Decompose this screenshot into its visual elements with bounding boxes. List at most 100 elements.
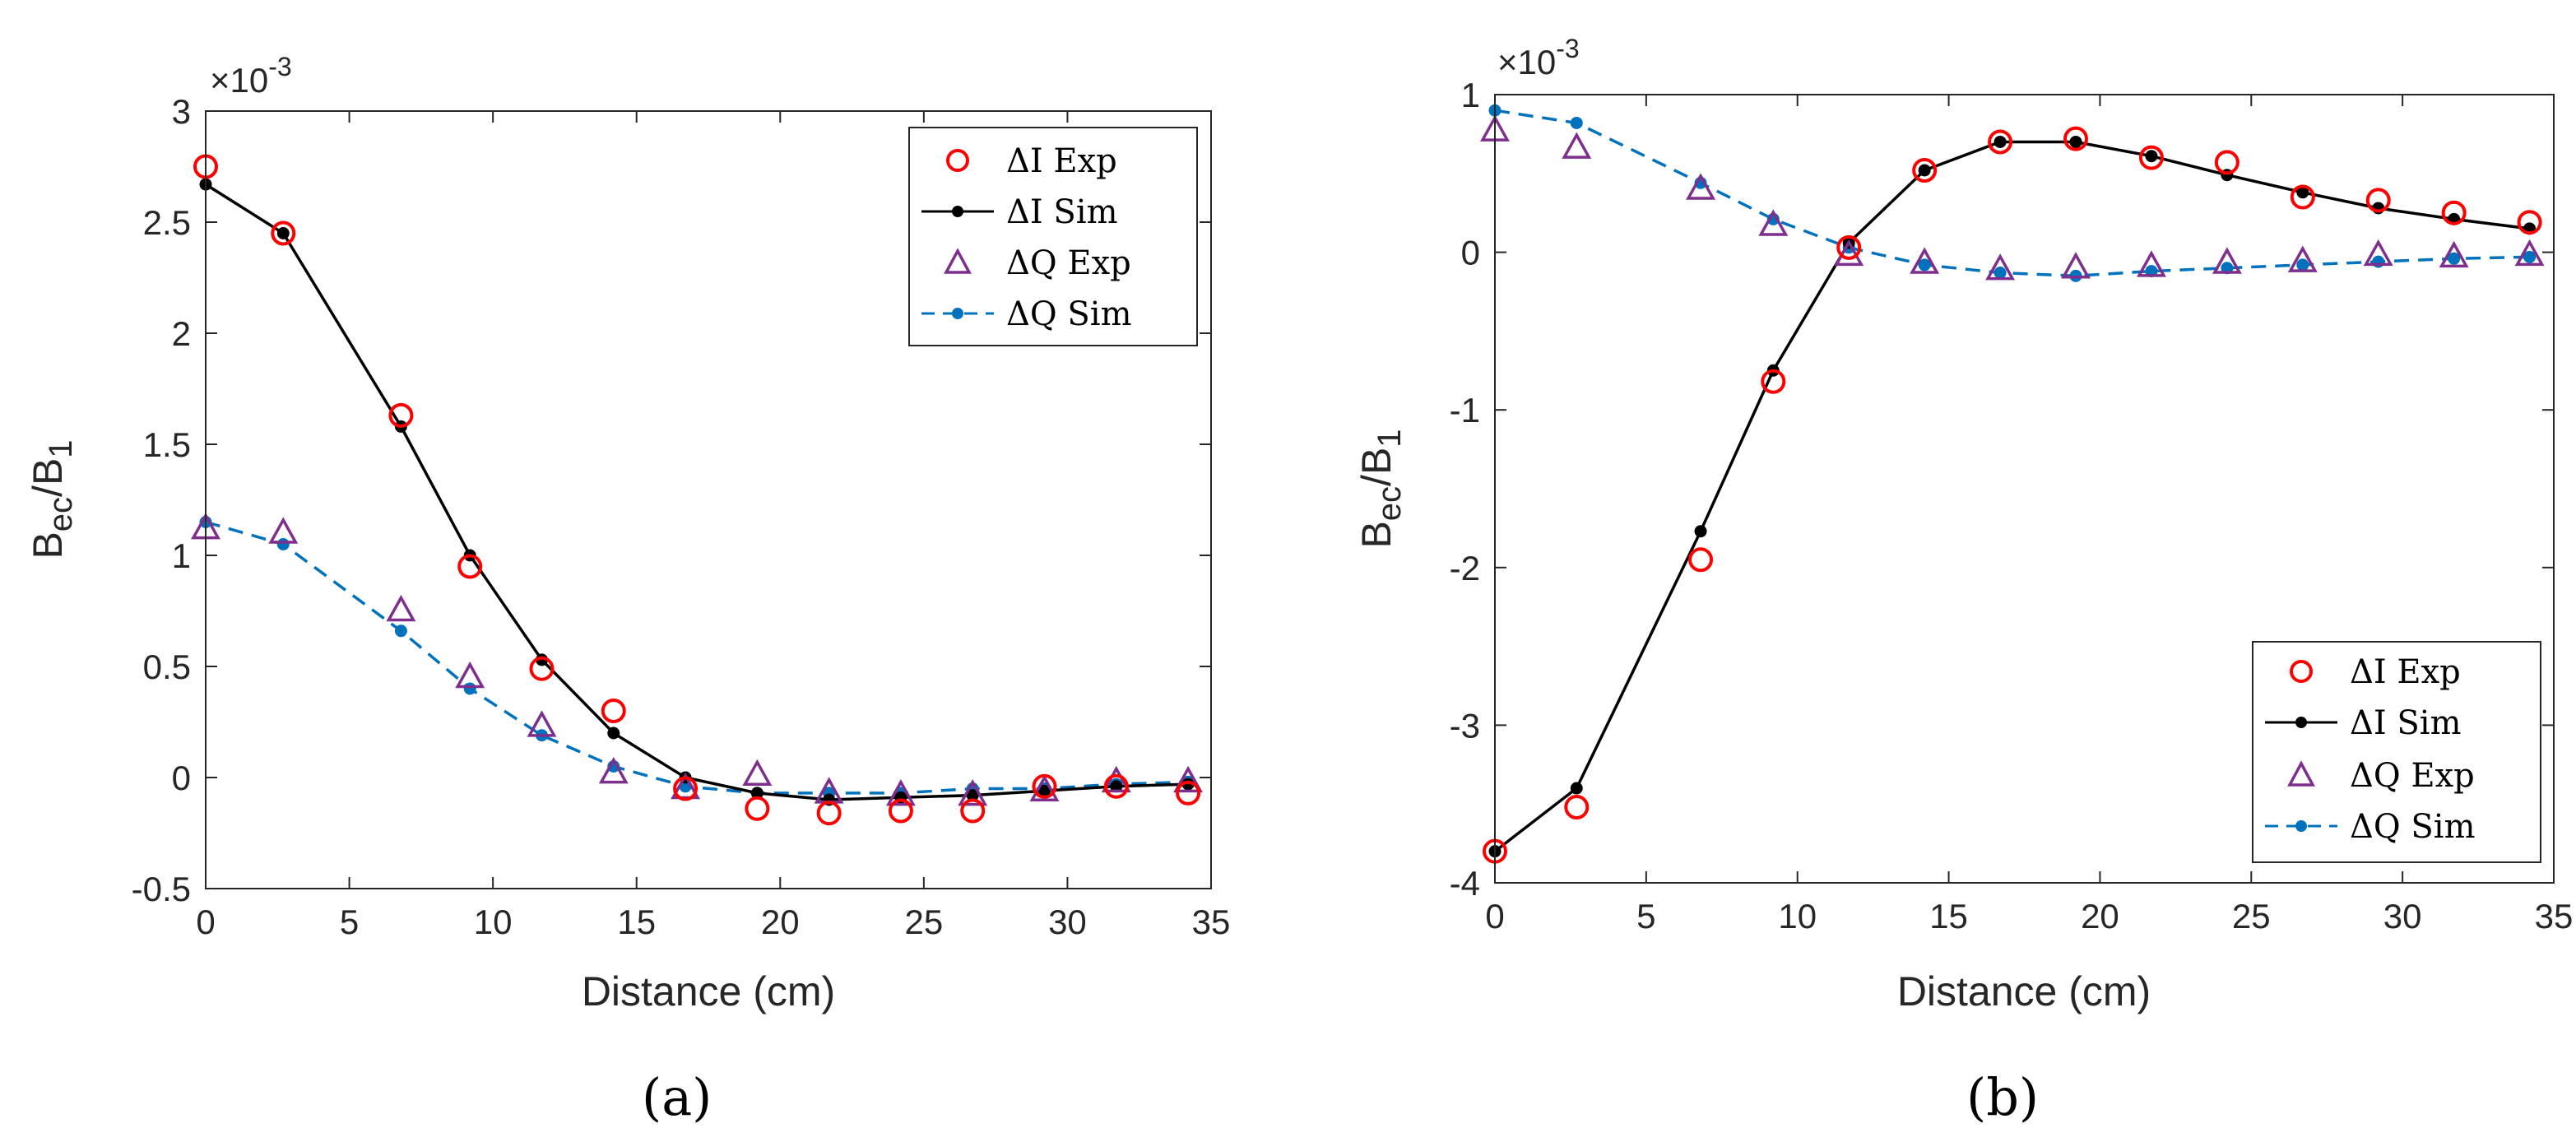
data-point [2365, 188, 2391, 213]
axes-box-a [205, 110, 1212, 889]
data-point [457, 554, 483, 579]
data-point [1173, 765, 1204, 793]
data-point [1918, 164, 1931, 177]
series-q-sim-a [199, 516, 1195, 800]
data-point [1032, 773, 1057, 799]
data-point [1758, 209, 1789, 236]
x-tick-label: 25 [904, 903, 943, 941]
legend-label-i-exp: ΔI Exp [2350, 653, 2461, 691]
x-tick-label: 35 [2535, 897, 2574, 935]
data-point [2061, 252, 2091, 279]
legend-entry-i-sim-b: ΔI Sim [2265, 704, 2462, 742]
data-point [1564, 795, 1590, 820]
data-point [2136, 250, 2166, 277]
data-point [958, 778, 988, 806]
x-axis-label-b: Distance (cm) [1897, 968, 2151, 1014]
data-point [1562, 132, 1592, 159]
data-point [1985, 253, 2016, 281]
data-point [1993, 135, 2007, 148]
y-tick-label: 0.5 [143, 648, 191, 686]
x-tick-label: 0 [196, 903, 215, 941]
y-tick-label: -4 [1450, 864, 1480, 903]
legend-marker-i-sim [952, 206, 963, 217]
data-point [455, 661, 485, 689]
legend-marker-q-sim [952, 308, 963, 319]
legend-marker-q-sim [2295, 820, 2307, 832]
data-point [1570, 116, 1583, 129]
data-point [745, 796, 770, 821]
legend-label-i-sim: ΔI Sim [2350, 704, 2462, 742]
panel-label-b: (b) [1966, 1067, 2039, 1127]
x-tick-label: 35 [1192, 903, 1231, 941]
legend-entry-q-sim-b: ΔQ Sim [2265, 808, 2476, 846]
data-point [2372, 255, 2385, 268]
data-point [598, 756, 629, 784]
y-axis-label-a: Bec/B1 [25, 439, 79, 559]
data-point [2214, 150, 2239, 175]
x-tick-label: 30 [2383, 897, 2422, 935]
data-point [1988, 129, 2013, 155]
data-point [1836, 234, 1862, 260]
y-axis-label-b: Bec/B1 [1353, 429, 1408, 548]
data-point [816, 801, 842, 826]
data-point [1686, 173, 1716, 200]
data-point [1912, 157, 1938, 183]
chart-panel-b: 0 5 10 15 20 25 30 35 -4 -3 -2 -1 0 1 ×10-3 Bec/B1 D… [1353, 34, 2573, 1127]
panel-label-a: (a) [642, 1067, 712, 1127]
x-tick-label: 15 [1929, 897, 1968, 935]
data-point [388, 402, 414, 428]
series-i-exp-a [193, 154, 1201, 826]
data-point [394, 624, 407, 638]
legend-entry-q-exp-b: ΔQ Exp [2287, 757, 2475, 795]
data-point [268, 517, 299, 544]
x-ticks-b: 0 5 10 15 20 25 30 35 [1485, 95, 2573, 935]
data-point [1101, 765, 1131, 793]
data-point [276, 227, 290, 239]
axes-box-b [1494, 94, 2555, 884]
x-tick-label: 30 [1048, 903, 1087, 941]
data-point [2145, 150, 2158, 163]
series-line-q-sim [1494, 109, 2530, 278]
y-tick-label: 3 [172, 92, 191, 131]
chart-panel-a: 0 5 10 15 20 25 30 35 -0.500.511.522.53 ×10-3 B… [25, 52, 1230, 1127]
data-point [607, 727, 620, 740]
x-tick-label: 0 [1485, 897, 1504, 935]
series-i-sim-b [1488, 135, 2537, 858]
x-axis-label-a: Distance (cm) [582, 968, 835, 1014]
series-i-exp-b [1483, 126, 2542, 864]
data-point [1761, 369, 1786, 394]
legend-a: ΔI Exp ΔI Sim ΔQ Exp ΔQ Sim [908, 127, 1198, 346]
data-point [2212, 247, 2242, 274]
legend-label-q-sim: ΔQ Sim [1006, 295, 1132, 333]
data-point [2363, 239, 2393, 267]
data-point [885, 778, 916, 806]
data-point [2290, 184, 2315, 210]
data-point [1910, 247, 1940, 274]
data-point [1694, 525, 1707, 538]
data-point [2063, 126, 2089, 151]
y-tick-label: -0.5 [132, 870, 191, 908]
exponent-label-b: ×10-3 [1497, 34, 1580, 81]
data-point [2441, 200, 2467, 225]
y-ticks-a: -0.5 0 0.5 1 1.5 2 2.5 3 [132, 92, 1211, 908]
x-tick-label: 25 [2232, 897, 2271, 935]
data-point [1029, 774, 1060, 801]
data-point [2287, 245, 2318, 272]
series-line-q-sim [205, 520, 1189, 795]
legend-entry-i-exp-a: ΔI Exp [946, 142, 1117, 180]
legend-b: ΔI Exp ΔI Sim ΔQ Exp ΔQ Sim [2252, 641, 2541, 863]
data-point [742, 759, 773, 787]
data-point [1037, 784, 1051, 797]
y-tick-label: 1 [172, 536, 191, 575]
data-point [888, 798, 913, 824]
x-tick-label: 15 [617, 903, 656, 941]
legend-entry-q-exp-a: ΔQ Exp [944, 244, 1131, 282]
data-point [2448, 252, 2461, 265]
data-point [386, 594, 416, 622]
data-point [529, 656, 555, 681]
x-ticks-a: 0 5 10 15 20 25 30 35 [196, 111, 1230, 941]
data-point [2517, 210, 2542, 235]
legend-label-q-exp: ΔQ Exp [2350, 757, 2475, 795]
y-tick-label: 0 [1461, 234, 1480, 272]
